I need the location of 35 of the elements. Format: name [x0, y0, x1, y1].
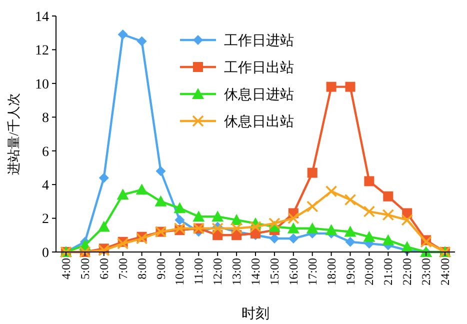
y-tick-label: 6: [42, 144, 49, 160]
y-tick-label: 8: [42, 111, 49, 126]
x-tick-label: 5:00: [78, 258, 92, 280]
x-tick-label: 10:00: [172, 258, 187, 286]
x-tick-label: 18:00: [324, 258, 338, 286]
y-axis-title: 进站量/千人次: [6, 93, 21, 175]
y-tick-label: 14: [35, 10, 49, 25]
x-tick-label: 16:00: [286, 258, 300, 286]
x-tick-label: 24:00: [438, 258, 452, 286]
x-tick-label: 11:00: [192, 258, 206, 285]
x-axis-title: 时刻: [242, 306, 270, 322]
x-tick-label: 22:00: [400, 258, 414, 286]
x-tick-label: 7:00: [116, 258, 130, 280]
y-tick-label: 2: [42, 212, 49, 228]
x-tick-label: 20:00: [362, 258, 376, 286]
x-tick-label: 14:00: [248, 258, 262, 286]
y-tick-label: 0: [42, 246, 49, 261]
x-tick-label: 9:00: [154, 258, 168, 280]
legend-label: 休息日进站: [224, 86, 294, 103]
y-tick-label: 4: [42, 178, 49, 194]
x-tick-label: 23:00: [419, 258, 434, 286]
x-tick-label: 13:00: [230, 258, 244, 286]
legend-label: 休息日出站: [224, 114, 294, 130]
x-tick-label: 12:00: [210, 258, 225, 286]
x-tick-label: 15:00: [267, 258, 282, 286]
x-tick-label: 6:00: [96, 258, 111, 280]
legend-label: 工作日进站: [224, 32, 294, 49]
x-tick-label: 17:00: [305, 258, 320, 286]
x-tick-label: 8:00: [134, 258, 149, 280]
x-tick-label: 19:00: [343, 258, 358, 286]
legend-label: 工作日出站: [224, 60, 294, 76]
x-tick-label: 21:00: [381, 258, 396, 286]
y-tick-label: 10: [35, 77, 49, 92]
x-tick-label: 4:00: [59, 258, 73, 280]
y-tick-label: 12: [35, 44, 49, 59]
